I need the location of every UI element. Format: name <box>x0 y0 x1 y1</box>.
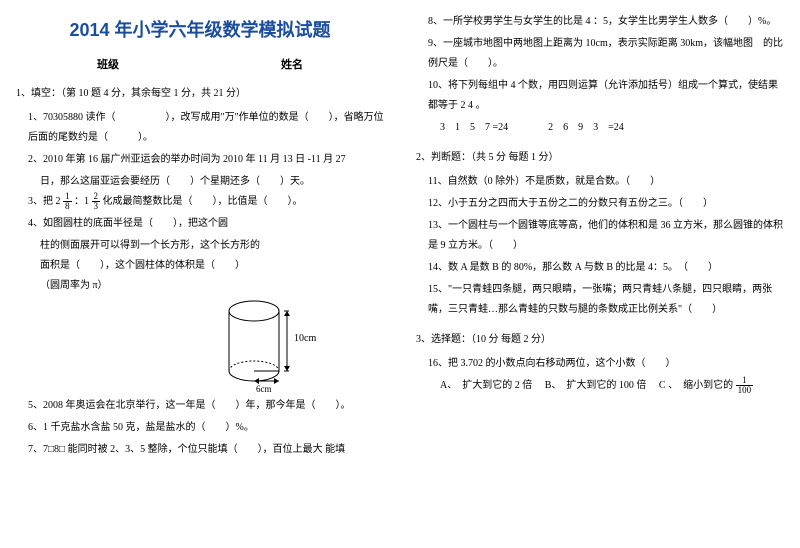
q3-c: 化成最简整数比是（ ），比值是（ ）。 <box>103 196 303 207</box>
q9: 9、一座城市地图中两地图上距离为 10cm，表示实际距离 30km，该幅地图 的… <box>428 34 784 74</box>
cylinder-svg: 10cm 6cm <box>214 296 334 396</box>
cyl-radius-label: 6cm <box>256 384 272 394</box>
q14: 14、数 A 是数 B 的 80%，那么数 A 与数 B 的比是 4：5。 （ … <box>428 258 784 278</box>
q2-line1: 2、2010 年第 16 届广州亚运会的举办时间为 2010 年 11 月 13… <box>28 150 384 170</box>
q3: 3、把 2 1 8 ：1 2 3 化成最简整数比是（ ），比值是（ ）。 <box>28 192 384 212</box>
left-column: 2014 年小学六年级数学模拟试题 班级 姓名 1、填空：（第 10 题 4 分… <box>0 0 400 548</box>
q6: 6、1 千克盐水含盐 50 克，盐是盐水的（ ）%。 <box>28 418 384 438</box>
frac-1-8: 1 8 <box>63 192 72 211</box>
exam-title: 2014 年小学六年级数学模拟试题 <box>16 12 384 48</box>
q7: 7、7□8□ 能同时被 2、3、5 整除，个位只能填（ ），百位上最大 能填 <box>28 440 384 460</box>
section-2-heading: 2、判断题：（共 5 分 每题 1 分） <box>416 148 784 168</box>
frac-2-3: 2 3 <box>92 192 101 211</box>
class-label: 班级 <box>16 54 200 76</box>
opt-c: C 、 缩小到它的 <box>659 380 733 391</box>
name-label: 姓名 <box>200 54 384 76</box>
q3-b: ：1 <box>74 196 89 207</box>
q16: 16、把 3.702 的小数点向右移动两位，这个小数（ ） <box>428 354 784 374</box>
section-3-heading: 3、选择题：（10 分 每题 2 分） <box>416 330 784 350</box>
q10b: 3 1 5 7 =24 2 6 9 3 =24 <box>440 118 784 138</box>
q12: 12、小于五分之四而大于五份之二的分数只有五份之三。（ ） <box>428 194 784 214</box>
q4-line1: 4、如图圆柱的底面半径是（ ），把这个圆 <box>28 214 384 234</box>
q15: 15、"一只青蛙四条腿，两只眼睛，一张嘴；两只青蛙八条腿，四只眼睛，两张嘴，三只… <box>428 280 784 320</box>
q16-options: A、 扩大到它的 2 倍 B、 扩大到它的 100 倍 C 、 缩小到它的 1 … <box>440 376 784 396</box>
q3-a: 3、把 2 <box>28 196 61 207</box>
header-row: 班级 姓名 <box>16 54 384 76</box>
section-1-heading: 1、填空：（第 10 题 4 分，其余每空 1 分，共 21 分） <box>16 84 384 104</box>
cyl-height-label: 10cm <box>294 333 316 344</box>
q4-line3: 面积是（ ），这个圆柱体的体积是（ ） <box>40 256 384 276</box>
q4-line4: （圆周率为 π） <box>40 276 384 296</box>
opt-a: A、 扩大到它的 2 倍 <box>440 380 532 391</box>
cylinder-figure: 10cm 6cm <box>214 296 334 404</box>
q10a: 10、将下列每组中 4 个数，用四则运算（允许添加括号）组成一个算式，使结果都等… <box>428 76 784 116</box>
q13: 13、一个圆柱与一个圆锥等底等高，他们的体积和是 36 立方米，那么圆锥的体积是… <box>428 216 784 256</box>
frac-1-100: 1 100 <box>736 376 754 395</box>
q4-line2: 柱的侧面展开可以得到一个长方形，这个长方形的 <box>40 236 384 256</box>
q8: 8、一所学校男学生与女学生的比是 4 ：5，女学生比男学生人数多（ ）%。 <box>428 12 784 32</box>
q11: 11、自然数（0 除外）不是质数，就是合数。（ ） <box>428 172 784 192</box>
right-column: 8、一所学校男学生与女学生的比是 4 ：5，女学生比男学生人数多（ ）%。 9、… <box>400 0 800 548</box>
q2-line2: 日，那么这届亚运会要经历（ ）个星期还多（ ）天。 <box>40 172 384 192</box>
q1: 1、70305880 读作（ ），改写成用"万"作单位的数是（ ），省略万位后面… <box>28 108 384 148</box>
cylinder-figure-wrap: 10cm 6cm <box>16 296 384 396</box>
opt-b: B、 扩大到它的 100 倍 <box>545 380 647 391</box>
